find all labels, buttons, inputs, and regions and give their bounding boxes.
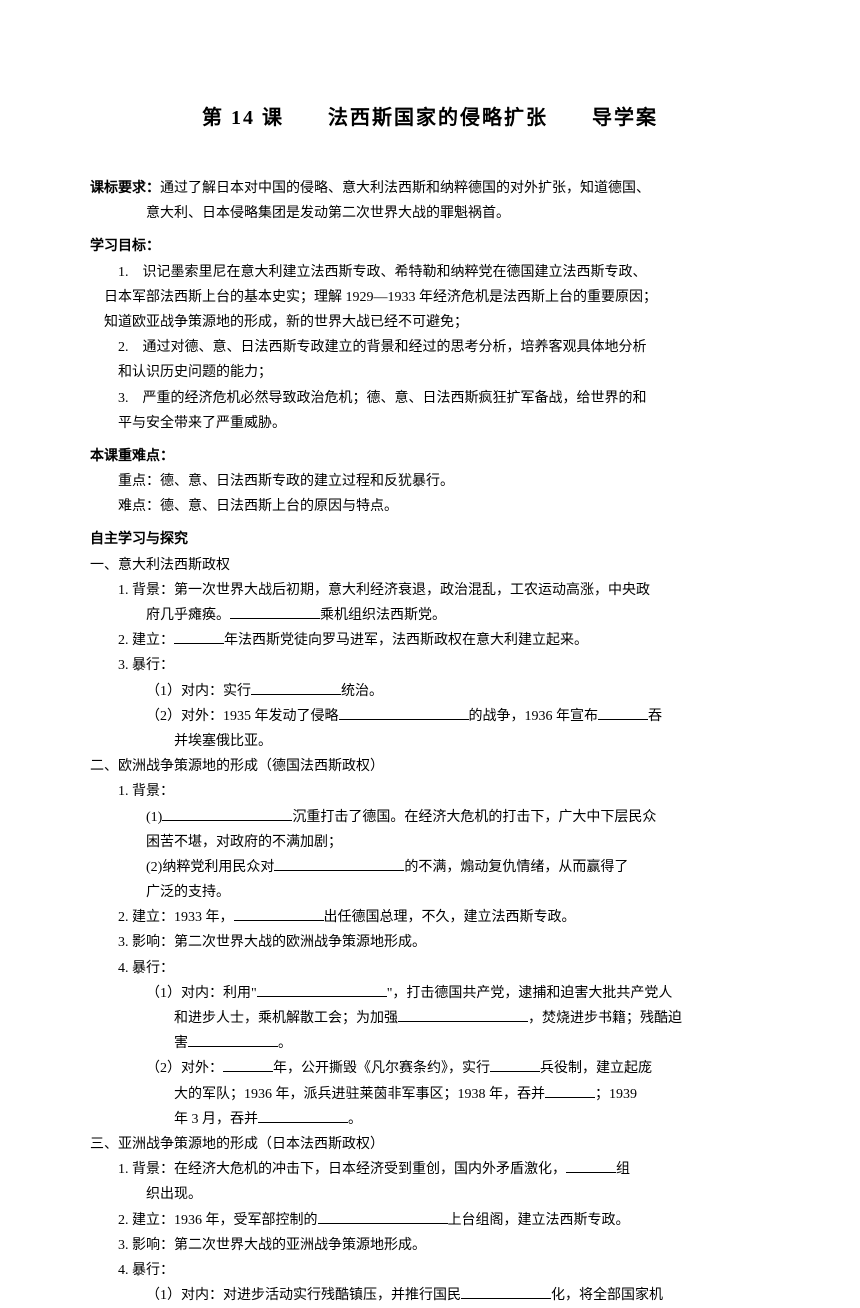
blank-input[interactable] <box>339 704 469 720</box>
sec2-bx2: （2）对外： 年，公开撕毁《凡尔赛条约》，实行 兵役制，建立起庞 <box>90 1056 770 1081</box>
sec2-jl-a: 2. 建立：1933 年， <box>118 910 234 925</box>
sec3-jl-a: 2. 建立：1936 年，受军部控制的 <box>118 1213 318 1228</box>
xuexi-item1b: 日本军部法西斯上台的基本史实；理解 1929—1933 年经济危机是法西斯上台的… <box>90 285 770 310</box>
blank-input[interactable] <box>251 679 341 695</box>
blank-input[interactable] <box>230 603 320 619</box>
sec1-bx1a: （1）对内：实行 <box>146 684 251 699</box>
sec1-jl: 2. 建立： 年法西斯党徒向罗马进军，法西斯政权在意大利建立起来。 <box>90 628 770 653</box>
blank-input[interactable] <box>174 628 224 644</box>
sec2-bg2: (2)纳粹党利用民众对 的不满，煽动复仇情绪，从而赢得了 <box>90 855 770 880</box>
sec2-bg: 1. 背景： <box>90 779 770 804</box>
sec3-jl: 2. 建立：1936 年，受军部控制的 上台组阁，建立法西斯专政。 <box>90 1208 770 1233</box>
sec2-bg1a: (1) <box>146 810 162 825</box>
blank-input[interactable] <box>598 704 648 720</box>
sec3-yx: 3. 影响：第二次世界大战的亚洲战争策源地形成。 <box>90 1233 770 1258</box>
sec2-bx2c: 兵役制，建立起庞 <box>540 1061 652 1076</box>
sec3-jl-b: 上台组阁，建立法西斯专政。 <box>448 1213 630 1228</box>
sec1-bx2: （2）对外：1935 年发动了侵略 的战争，1936 年宣布 吞 <box>90 704 770 729</box>
xuexi-item2b: 和认识历史问题的能力； <box>90 360 770 385</box>
sec2-title: 二、欧洲战争策源地的形成（德国法西斯政权） <box>90 754 770 779</box>
xuexi-item1c: 知道欧亚战争策源地的形成，新的世界大战已经不可避免； <box>90 310 770 335</box>
sec2-bx1f: 。 <box>278 1036 292 1051</box>
sec2-bx1c-line: 和进步人士，乘机解散工会；为加强 ，焚烧进步书籍；残酷迫 <box>90 1006 770 1031</box>
xuexi-item3b: 平与安全带来了严重威胁。 <box>90 411 770 436</box>
sec2-bg2a: (2)纳粹党利用民众对 <box>146 860 274 875</box>
kebiao-line1: 课标要求：通过了解日本对中国的侵略、意大利法西斯和纳粹德国的对外扩张，知道德国、 <box>90 176 770 201</box>
sec2-bx2f-line: 年 3 月，吞并 。 <box>90 1107 770 1132</box>
zhongnan-line1: 重点：德、意、日法西斯专政的建立过程和反犹暴行。 <box>90 469 770 494</box>
sec2-bx2g: 。 <box>348 1112 362 1127</box>
sec2-bx2b: 年，公开撕毁《凡尔赛条约》，实行 <box>273 1061 490 1076</box>
blank-input[interactable] <box>398 1006 528 1022</box>
sec2-bx1d: ，焚烧进步书籍；残酷迫 <box>528 1011 682 1026</box>
sec2-jl-b: 出任德国总理，不久，建立法西斯专政。 <box>324 910 576 925</box>
sec1-bx1b: 统治。 <box>341 684 383 699</box>
sec1-bx2c: 吞 <box>648 709 662 724</box>
sec2-bx1e-line: 害。 <box>90 1031 770 1056</box>
sec2-bx2d: 大的军队；1936 年，派兵进驻莱茵非军事区；1938 年，吞并 <box>174 1087 545 1102</box>
sec2-bx1b: "，打击德国共产党，逮捕和迫害大批共产党人 <box>387 986 673 1001</box>
sec1-bx: 3. 暴行： <box>90 653 770 678</box>
sec3-bx: 4. 暴行： <box>90 1258 770 1283</box>
sec1-bg: 1. 背景：第一次世界大战后初期，意大利经济衰退，政治混乱，工农运动高涨，中央政 <box>90 578 770 603</box>
sec2-bx1c: 和进步人士，乘机解散工会；为加强 <box>174 1011 398 1026</box>
sec3-bg-b: 组 <box>616 1162 630 1177</box>
kebiao-text2: 意大利、日本侵略集团是发动第二次世界大战的罪魁祸首。 <box>90 201 770 226</box>
sec3-title: 三、亚洲战争策源地的形成（日本法西斯政权） <box>90 1132 770 1157</box>
kebiao-heading: 课标要求： <box>90 181 160 196</box>
sec2-bg2b: 的不满，煽动复仇情绪，从而赢得了 <box>404 860 628 875</box>
sec1-bg-cont-text: 府几乎瘫痪。 <box>146 608 230 623</box>
sec2-bx2e: ；1939 <box>595 1087 637 1102</box>
sec1-bx2b: 的战争，1936 年宣布 <box>469 709 599 724</box>
sec1-title: 一、意大利法西斯政权 <box>90 553 770 578</box>
blank-input[interactable] <box>258 1107 348 1123</box>
zhongnan-heading: 本课重难点： <box>90 444 770 469</box>
xuexi-item3a: 3. 严重的经济危机必然导致政治危机；德、意、日法西斯疯狂扩军备战，给世界的和 <box>90 386 770 411</box>
blank-input[interactable] <box>490 1056 540 1072</box>
sec1-bx2d: 并埃塞俄比亚。 <box>90 729 770 754</box>
sec2-bx2f: 年 3 月，吞并 <box>174 1112 258 1127</box>
sec1-bg-end: 乘机组织法西斯党。 <box>320 608 446 623</box>
sec3-bx1: （1）对内：对进步活动实行残酷镇压，并推行国民 化，将全部国家机 <box>90 1283 770 1308</box>
kebiao-section: 课标要求：通过了解日本对中国的侵略、意大利法西斯和纳粹德国的对外扩张，知道德国、… <box>90 176 770 226</box>
blank-input[interactable] <box>188 1031 278 1047</box>
sec2-bg1c: 困苦不堪，对政府的不满加剧； <box>90 830 770 855</box>
zizhu-heading: 自主学习与探究 <box>90 527 770 552</box>
blank-input[interactable] <box>162 805 292 821</box>
sec2-yx: 3. 影响：第二次世界大战的欧洲战争策源地形成。 <box>90 930 770 955</box>
sec2-bg1: (1) 沉重打击了德国。在经济大危机的打击下，广大中下层民众 <box>90 805 770 830</box>
blank-input[interactable] <box>545 1082 595 1098</box>
blank-input[interactable] <box>274 855 404 871</box>
sec2-jl: 2. 建立：1933 年， 出任德国总理，不久，建立法西斯专政。 <box>90 905 770 930</box>
sec3-bg-c: 织出现。 <box>90 1182 770 1207</box>
blank-input[interactable] <box>566 1157 616 1173</box>
sec3-bx1a: （1）对内：对进步活动实行残酷镇压，并推行国民 <box>146 1288 461 1303</box>
sec3-bg: 1. 背景：在经济大危机的冲击下，日本经济受到重创，国内外矛盾激化， 组 <box>90 1157 770 1182</box>
kebiao-text1: 通过了解日本对中国的侵略、意大利法西斯和纳粹德国的对外扩张，知道德国、 <box>160 181 650 196</box>
xuexi-heading: 学习目标： <box>90 234 770 259</box>
sec1-jl-end: 年法西斯党徒向罗马进军，法西斯政权在意大利建立起来。 <box>224 633 588 648</box>
sec2-bx2d-line: 大的军队；1936 年，派兵进驻莱茵非军事区；1938 年，吞并 ；1939 <box>90 1082 770 1107</box>
sec1-bg-cont: 府几乎瘫痪。 乘机组织法西斯党。 <box>90 603 770 628</box>
blank-input[interactable] <box>461 1283 551 1299</box>
sec2-bx1e: 害 <box>174 1036 188 1051</box>
sec1-bx2a: （2）对外：1935 年发动了侵略 <box>146 709 339 724</box>
sec3-bg-a: 1. 背景：在经济大危机的冲击下，日本经济受到重创，国内外矛盾激化， <box>118 1162 566 1177</box>
sec2-bx1: （1）对内：利用" "，打击德国共产党，逮捕和迫害大批共产党人 <box>90 981 770 1006</box>
blank-input[interactable] <box>257 981 387 997</box>
page-title: 第 14 课 法西斯国家的侵略扩张 导学案 <box>90 100 770 136</box>
xuexi-item1a: 1. 识记墨索里尼在意大利建立法西斯专政、希特勒和纳粹党在德国建立法西斯专政、 <box>90 260 770 285</box>
sec2-bg1b: 沉重打击了德国。在经济大危机的打击下，广大中下层民众 <box>292 810 656 825</box>
sec2-bx2a: （2）对外： <box>146 1061 223 1076</box>
sec2-bx1a: （1）对内：利用" <box>146 986 257 1001</box>
sec2-bx: 4. 暴行： <box>90 956 770 981</box>
sec1-jl-label: 2. 建立： <box>118 633 174 648</box>
sec1-bx1: （1）对内：实行 统治。 <box>90 679 770 704</box>
zhongnan-line2: 难点：德、意、日法西斯上台的原因与特点。 <box>90 494 770 519</box>
blank-input[interactable] <box>234 905 324 921</box>
blank-input[interactable] <box>223 1056 273 1072</box>
xuexi-item2a: 2. 通过对德、意、日法西斯专政建立的背景和经过的思考分析，培养客观具体地分析 <box>90 335 770 360</box>
sec2-bg2c: 广泛的支持。 <box>90 880 770 905</box>
sec3-bx1b: 化，将全部国家机 <box>551 1288 663 1303</box>
